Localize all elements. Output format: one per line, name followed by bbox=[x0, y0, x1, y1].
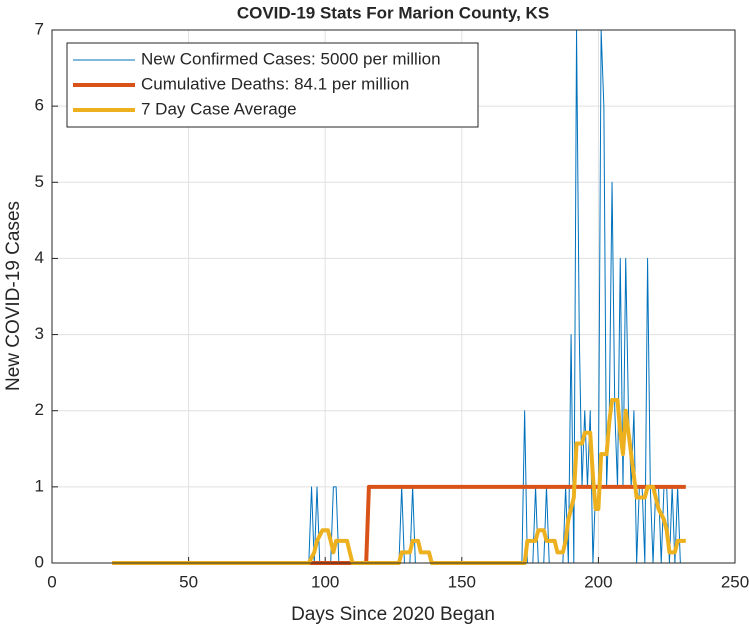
series-line bbox=[112, 29, 686, 564]
y-tick-label: 7 bbox=[35, 19, 44, 38]
x-tick-label: 200 bbox=[584, 572, 612, 591]
x-tick-label: 0 bbox=[47, 572, 56, 591]
x-tick-label: 150 bbox=[448, 572, 476, 591]
y-axis-label: New COVID-19 Cases bbox=[3, 201, 24, 391]
x-tick-label: 50 bbox=[179, 572, 198, 591]
x-tick-label: 250 bbox=[721, 572, 749, 591]
legend-label: New Confirmed Cases: 5000 per million bbox=[141, 49, 441, 68]
series-line bbox=[112, 398, 686, 565]
y-tick-label: 2 bbox=[35, 400, 44, 419]
y-tick-label: 1 bbox=[35, 476, 44, 495]
y-tick-label: 0 bbox=[35, 552, 44, 571]
x-tick-label: 100 bbox=[311, 572, 339, 591]
legend-box bbox=[66, 42, 479, 128]
y-tick-label: 3 bbox=[35, 324, 44, 343]
y-tick-label: 5 bbox=[35, 172, 44, 191]
legend-label: Cumulative Deaths: 84.1 per million bbox=[141, 74, 409, 93]
legend-label: 7 Day Case Average bbox=[141, 99, 297, 118]
y-tick-label: 6 bbox=[35, 96, 44, 115]
chart-title: COVID-19 Stats For Marion County, KS bbox=[237, 3, 549, 22]
x-axis-label: Days Since 2020 Began bbox=[291, 604, 495, 625]
y-tick-label: 4 bbox=[35, 248, 44, 267]
axes-box bbox=[51, 29, 736, 564]
